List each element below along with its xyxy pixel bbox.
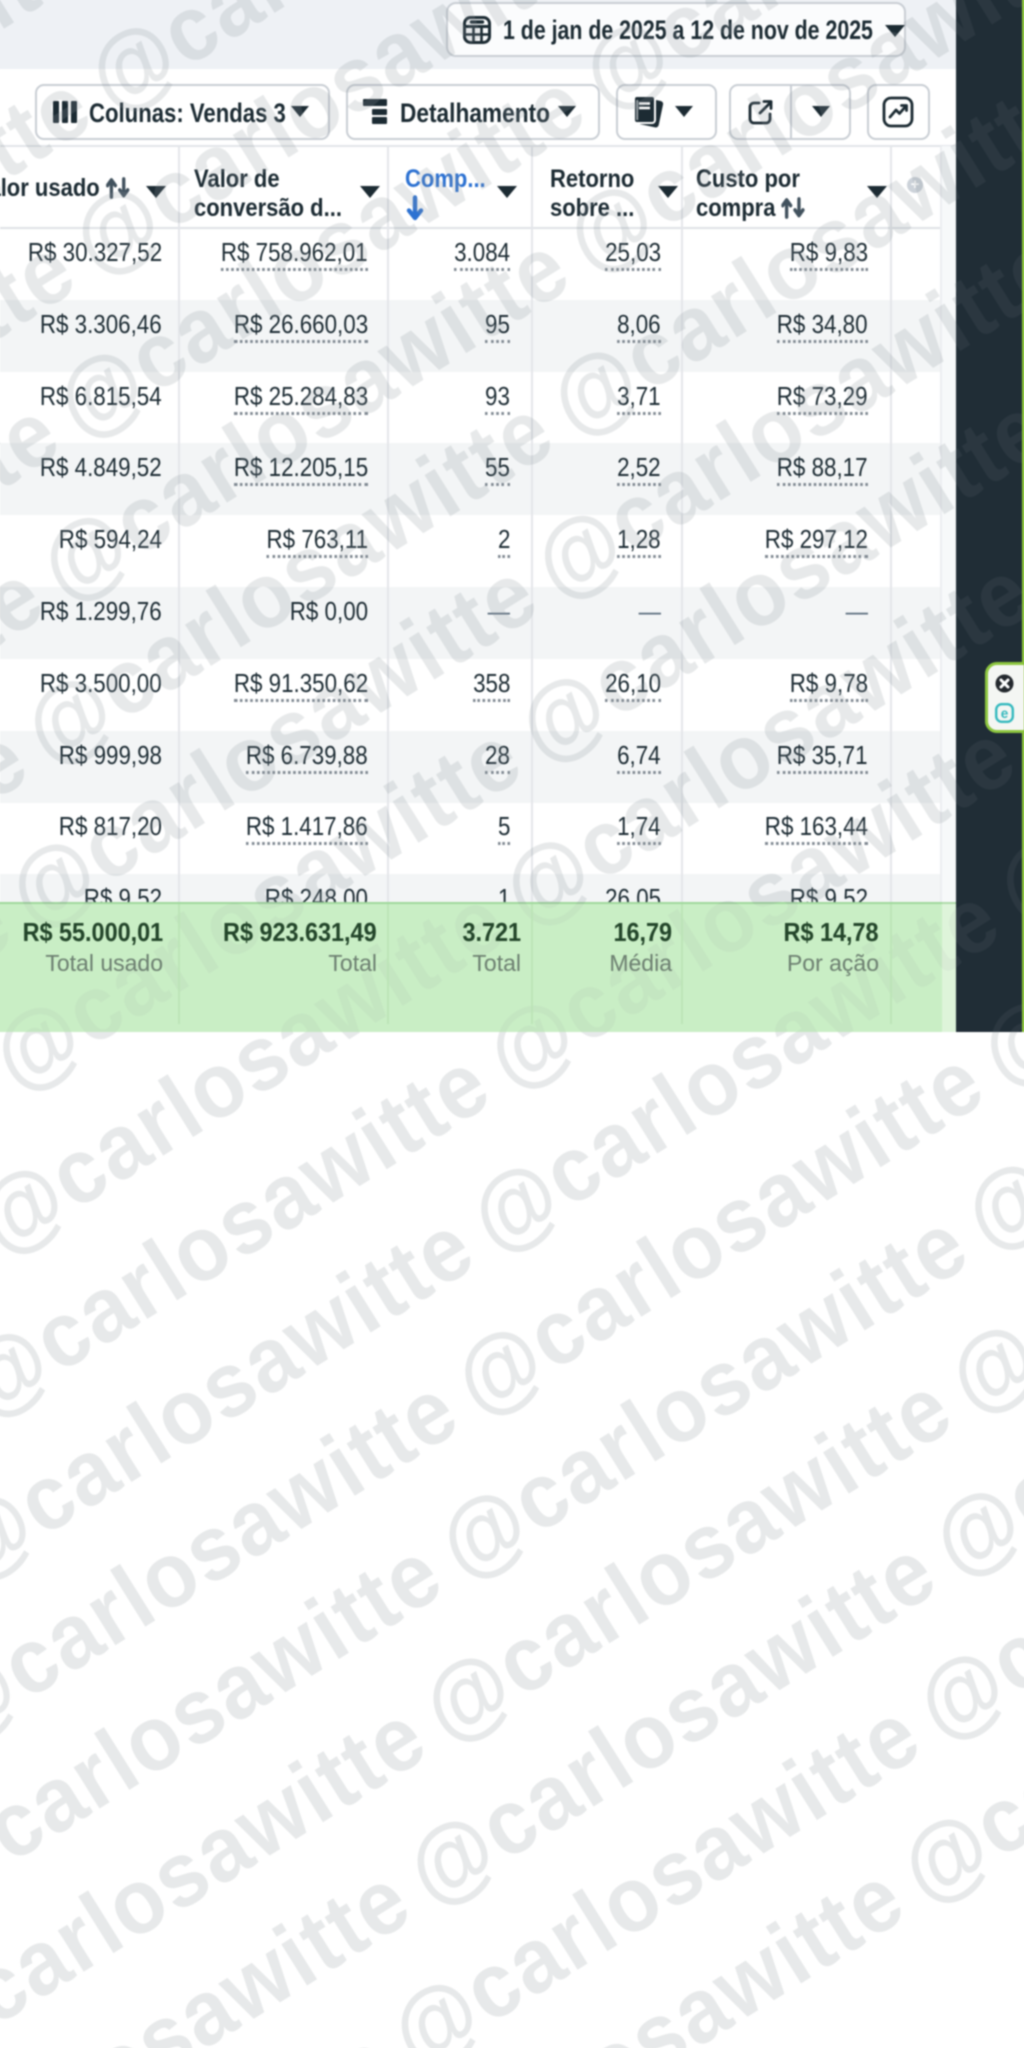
svg-text:e: e: [1001, 706, 1009, 721]
